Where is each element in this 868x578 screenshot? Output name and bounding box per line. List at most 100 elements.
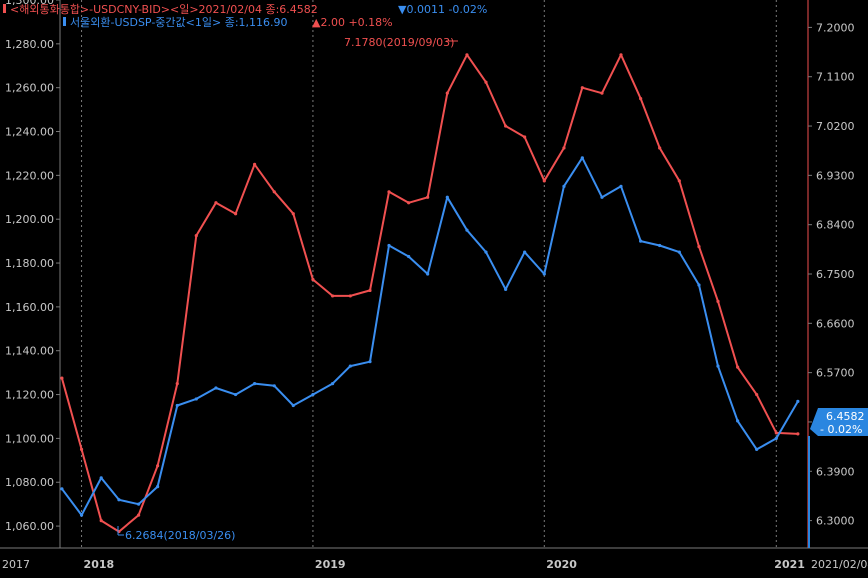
usdcny-point (272, 190, 276, 194)
usdkrw-point (387, 243, 391, 248)
usdkrw-point (697, 283, 701, 287)
y-left-tick-label: 1,100.00 (5, 432, 54, 445)
x-tick-label: 2021 (774, 558, 805, 571)
y-right-tick-label: 7.0200 (816, 120, 855, 133)
usdkrw-point (272, 384, 276, 388)
x-tick-label: 2019 (315, 558, 346, 571)
series-layer (60, 53, 800, 534)
y-right-tick-label: 6.8400 (816, 219, 855, 232)
usdcny-point (716, 299, 720, 303)
y-left-tick-label: 1,240.00 (5, 126, 54, 139)
usdkrw-point (523, 250, 527, 254)
y-right-tick-label: 6.7500 (816, 268, 855, 281)
usdkrw-point (580, 156, 584, 160)
legend-usdkrw: 서울외환-USDSP-중간값<1일> 종:1,116.90 (70, 15, 288, 29)
usdkrw-point (99, 476, 103, 480)
usdcny-point (445, 91, 449, 95)
y-left-tick-label: 1,220.00 (5, 169, 54, 182)
usdkrw-point (233, 392, 238, 397)
usdcny-point (677, 179, 681, 183)
usdkrw-point (348, 364, 352, 368)
x-tick-label: 2021/02/04 (811, 558, 868, 571)
y-right-tick-label: 6.6600 (816, 317, 855, 330)
usdkrw-point (736, 419, 740, 423)
y-left-tick-label: 1,180.00 (5, 257, 54, 270)
usdcny-point (330, 294, 335, 298)
usdcny-point (137, 513, 141, 517)
usdkrw-point (311, 392, 315, 397)
usdcny-point (523, 135, 527, 139)
usdkrw-point (117, 498, 121, 502)
usdkrw-point (330, 382, 335, 386)
usdkrw-point (774, 436, 778, 440)
usdkrw-point (60, 487, 64, 491)
usdcny-point (484, 80, 488, 84)
usdcny-point (465, 53, 469, 57)
usdcny-point (156, 464, 160, 468)
usdcny-point (407, 201, 411, 205)
y-left-tick-label: 1,140.00 (5, 345, 54, 358)
usdcny-point (580, 86, 584, 90)
usdkrw-point (562, 184, 566, 188)
usdkrw-point (156, 485, 160, 489)
usdcny-point (233, 212, 238, 216)
usdkrw-point (407, 254, 411, 259)
legend-usdcny-change: ▼0.0011 -0.02% (398, 3, 487, 16)
usdkrw-point (796, 399, 800, 403)
usdcny-point (426, 195, 430, 199)
usdcny-point (736, 365, 740, 369)
usdcny-point (619, 53, 623, 57)
usdkrw-point (194, 397, 198, 401)
usdcny-point (368, 288, 372, 293)
usdcny-point (79, 447, 84, 451)
usdkrw-point (214, 386, 218, 390)
min-annotation: 6.2684(2018/03/26) (125, 529, 235, 542)
usdkrw-point (291, 403, 295, 408)
y-right-tick-label: 7.1100 (816, 71, 855, 84)
usdkrw-point (504, 287, 508, 291)
usdkrw-point (755, 447, 759, 451)
latest-value-box: 6.4582 - 0.02% (810, 408, 868, 436)
usdkrw-point (368, 360, 372, 364)
usdcny-point (60, 376, 64, 380)
legend-usdcny: <해외통화통합>-USDCNY-BID><일>2021/02/04 종:6.45… (10, 2, 318, 16)
usdcny-point (600, 91, 604, 95)
usdkrw-point (600, 195, 604, 199)
y-left-tick-label: 1,300.00 (5, 0, 54, 7)
y-right-tick-label: 6.9300 (816, 169, 855, 182)
y-left-tick-label: 1,260.00 (5, 82, 54, 95)
usdkrw-point (175, 403, 179, 408)
latest-change: - 0.02% (820, 423, 862, 436)
usdcny-point (99, 519, 103, 523)
x-tick-label: 2018 (84, 558, 115, 571)
usdcny-point (697, 245, 701, 249)
y-left-tick-label: 1,160.00 (5, 301, 54, 314)
annotation-layer: 7.1780(2019/09/03) 6.2684(2018/03/26) 6.… (117, 36, 868, 542)
usdcny-point (504, 124, 508, 128)
usdcny-point (774, 431, 778, 435)
y-left-tick-label: 1,080.00 (5, 476, 54, 489)
usdkrw-point (137, 502, 141, 506)
usdkrw-point (716, 364, 720, 368)
y-right-tick-label: 6.3900 (816, 465, 855, 478)
y-left-tick-label: 1,280.00 (5, 38, 54, 51)
usdcny-point (348, 294, 352, 298)
usdcny-point (311, 277, 315, 282)
x-tick-label: 2017 (2, 558, 30, 571)
legend: <해외통화통합>-USDCNY-BID><일>2021/02/04 종:6.45… (3, 2, 487, 29)
usdkrw-point (677, 250, 681, 254)
usdcny-point (214, 201, 218, 205)
usdkrw-point (445, 195, 449, 199)
usdcny-point (175, 382, 179, 386)
usdcny-point (796, 432, 800, 436)
usdcny-point (639, 97, 643, 101)
y-left-tick-label: 1,200.00 (5, 213, 54, 226)
legend-usdkrw-change: ▲2.00 +0.18% (312, 16, 393, 29)
usdcny-point (194, 234, 198, 238)
usdcny-point (542, 179, 546, 183)
usdcny-point (253, 162, 257, 166)
usdcny-point (387, 190, 391, 194)
usdcny-point (658, 146, 662, 150)
